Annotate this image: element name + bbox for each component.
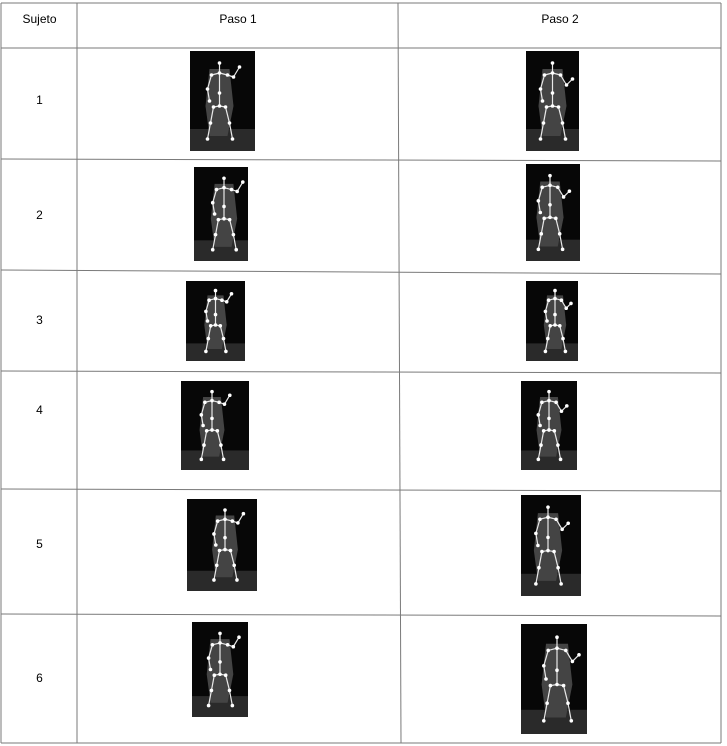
- subject-number: 1: [36, 93, 43, 107]
- skeleton-frame: [187, 499, 257, 591]
- skeleton-figure: [526, 61, 579, 151]
- skeleton-frame: [192, 622, 248, 717]
- header-subject: Sujeto: [22, 12, 57, 26]
- skeleton-figure: [192, 631, 248, 717]
- skeleton-frame: [190, 51, 255, 151]
- subject-number: 4: [36, 403, 43, 417]
- header-step-1: Paso 1: [219, 12, 257, 26]
- skeleton-figure: [186, 288, 245, 361]
- skeleton-figure: [521, 505, 581, 596]
- skeleton-figure: [194, 176, 248, 261]
- skeleton-figure: [181, 389, 249, 470]
- skeleton-frame: [526, 164, 580, 261]
- skeleton-frame: [521, 495, 581, 596]
- skeleton-frame: [186, 281, 245, 361]
- skeleton-figure: [526, 173, 580, 261]
- skeleton-frame: [521, 624, 587, 734]
- skeleton-figure: [526, 288, 578, 361]
- skeleton-figure: [521, 389, 577, 470]
- skeleton-frame: [521, 381, 577, 470]
- subject-number: 5: [36, 537, 43, 551]
- skeleton-figure: [187, 508, 257, 591]
- subject-number: 2: [36, 208, 43, 222]
- subject-number: 6: [36, 671, 43, 685]
- skeleton-frame: [181, 381, 249, 470]
- skeleton-frame: [194, 167, 248, 261]
- header-step-2: Paso 2: [541, 12, 579, 26]
- skeleton-figure: [190, 61, 255, 151]
- skeleton-frame: [526, 281, 578, 361]
- subject-number: 3: [36, 313, 43, 327]
- skeleton-figure: [521, 635, 587, 734]
- skeleton-frame: [526, 51, 579, 151]
